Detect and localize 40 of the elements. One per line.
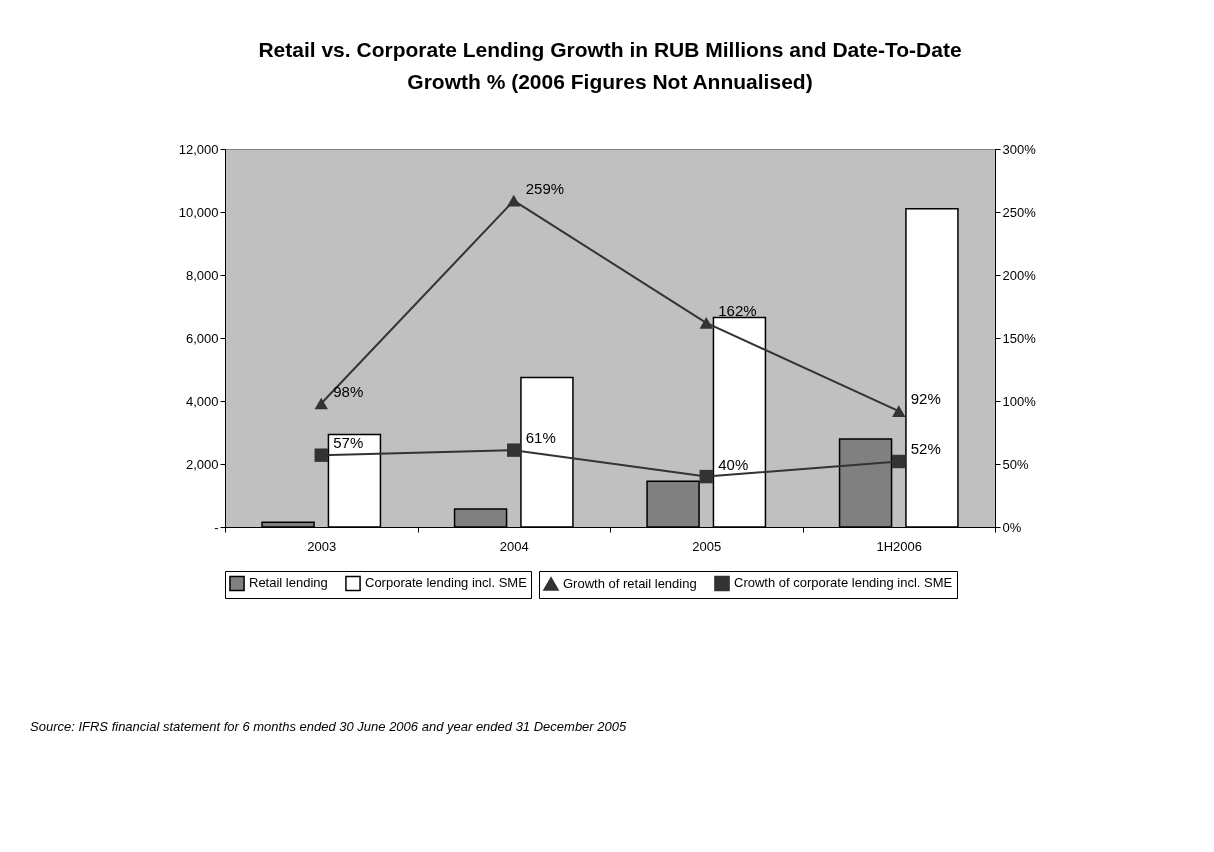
data-label: 98% [333,382,364,400]
legend-label: Corporate lending incl. SME [365,575,528,591]
source-note: Source: IFRS financial statement for 6 months ended 30 June 2006 and year ended 31 December 2005 [30,719,627,734]
data-label: 92% [910,390,941,408]
point [507,443,521,457]
data-label: 259% [525,179,565,197]
point [892,405,906,417]
point [314,448,328,462]
y-tick-label: 10,000 [178,204,219,220]
data-label: 162% [718,301,757,319]
data-label: 61% [525,429,556,447]
y2-tick-label: 200% [1002,267,1037,283]
point [314,397,328,410]
point [507,194,521,207]
y2-tick-label: 150% [1002,330,1037,346]
y2-tick-label: 50% [1002,456,1029,472]
y-tick-label: 8,000 [185,267,219,283]
point [892,454,906,469]
x-tick-label: 2004 [499,538,529,554]
x-tick-label: 2003 [307,538,337,554]
y-tick-label: - [214,519,219,535]
y2-tick-label: 0% [1002,519,1022,535]
y2-tick-label: 250% [1002,204,1037,220]
legend-label: Growth of retail lending [563,575,697,591]
point [699,469,713,484]
y-tick-label: 6,000 [185,330,219,346]
data-label: 52% [910,440,941,458]
y2-tick-label: 300% [1002,141,1037,157]
x-tick-label: 1H2006 [876,538,923,554]
data-label: 57% [333,434,364,452]
y-tick-label: 12,000 [178,141,219,157]
chart-title: Retail vs. Corporate Lending Growth in RUB Millions and Date-To-Date Growth % (2006 Figures Not Annualised) [258,38,962,93]
y2-tick-label: 100% [1002,393,1037,409]
legend-label: Retail lending [249,575,328,591]
x-tick-label: 2005 [692,538,722,554]
y-tick-label: 4,000 [185,393,219,409]
y-tick-label: 2,000 [185,456,219,472]
legend-label: Crowth of corporate lending incl. SME [734,575,953,591]
data-label: 40% [718,455,749,473]
point [699,317,713,329]
